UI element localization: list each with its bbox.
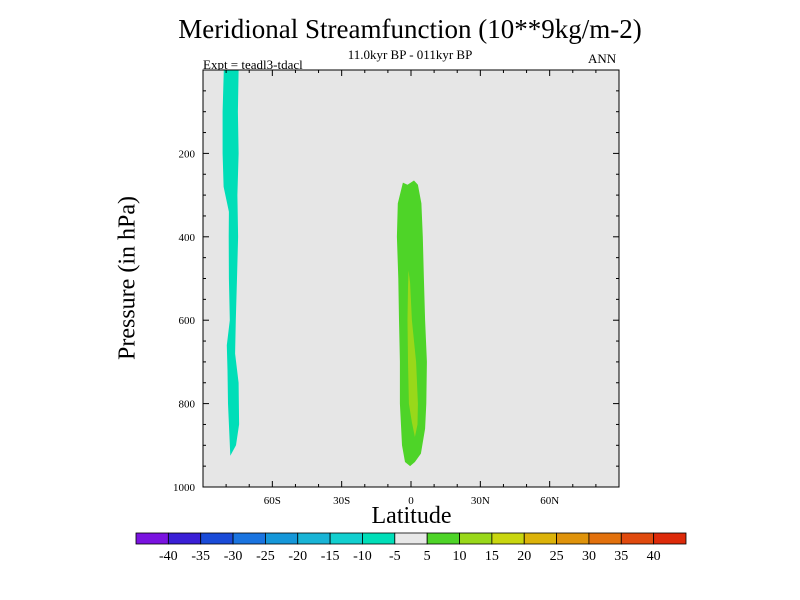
- colorbar: -40 -35 -30 -25 -20 -15 -10 -5 5 10 15 20 25 30 35 40: [135, 532, 687, 564]
- colorbar-swatch: [297, 532, 331, 545]
- chart-title: Meridional Streamfunction (10**9kg/m-2): [178, 14, 642, 44]
- colorbar-swatch: [329, 532, 363, 545]
- y-tick-label: 200: [179, 148, 196, 160]
- y-tick-label: 1000: [173, 482, 196, 494]
- axis-ticks: 60S 30S 0 30N 60N 200 400 600 800 1000: [173, 70, 619, 507]
- colorbar-swatch: [135, 532, 169, 545]
- colorbar-swatch: [265, 532, 299, 545]
- colorbar-swatch: [588, 532, 622, 545]
- x-tick-label: 30N: [471, 495, 490, 507]
- contour-region-southern-negative-cell: [222, 70, 240, 456]
- colorbar-swatch: [653, 532, 687, 545]
- x-tick-label: 60N: [540, 495, 559, 507]
- colorbar-label: 10: [453, 549, 467, 564]
- chart-subtitle: 11.0kyr BP - 011kyr BP: [347, 47, 473, 62]
- y-tick-label: 400: [179, 232, 196, 244]
- x-tick-label: 0: [408, 495, 414, 507]
- season-label: ANN: [588, 51, 617, 66]
- x-tick-label: 60S: [264, 495, 281, 507]
- colorbar-label: -20: [288, 549, 307, 564]
- colorbar-label: -35: [191, 549, 210, 564]
- colorbar-swatch: [167, 532, 202, 545]
- colorbar-swatch: [491, 532, 525, 545]
- colorbar-label: -5: [389, 549, 401, 564]
- x-axis-label: Latitude: [371, 503, 452, 529]
- colorbar-label: 15: [485, 549, 499, 564]
- colorbar-label: -25: [256, 549, 275, 564]
- colorbar-swatch: [362, 532, 396, 545]
- colorbar-label: 25: [550, 549, 564, 564]
- colorbar-label: 5: [424, 549, 431, 564]
- colorbar-label: 35: [614, 549, 628, 564]
- colorbar-label: -15: [321, 549, 340, 564]
- experiment-label: Expt = teadl3-tdacl: [203, 57, 303, 72]
- colorbar-label: -10: [353, 549, 372, 564]
- colorbar-swatch: [232, 532, 266, 545]
- colorbar-swatch: [523, 532, 557, 545]
- colorbar-swatch: [200, 532, 234, 545]
- colorbar-swatch: [426, 532, 460, 545]
- colorbar-swatch: [620, 532, 655, 545]
- contour-regions: [222, 70, 427, 467]
- contour-region-equatorial-inner-cell: [407, 270, 418, 437]
- y-tick-label: 600: [179, 315, 196, 327]
- x-tick-label: 30S: [333, 495, 350, 507]
- y-tick-label: 800: [179, 399, 196, 411]
- colorbar-label: -40: [159, 549, 178, 564]
- colorbar-label: 30: [582, 549, 596, 564]
- colorbar-label: -30: [224, 549, 243, 564]
- colorbar-swatch: [459, 532, 493, 545]
- colorbar-label: 20: [517, 549, 531, 564]
- colorbar-swatch: [556, 532, 590, 545]
- colorbar-swatch: [394, 532, 428, 545]
- colorbar-label: 40: [647, 549, 661, 564]
